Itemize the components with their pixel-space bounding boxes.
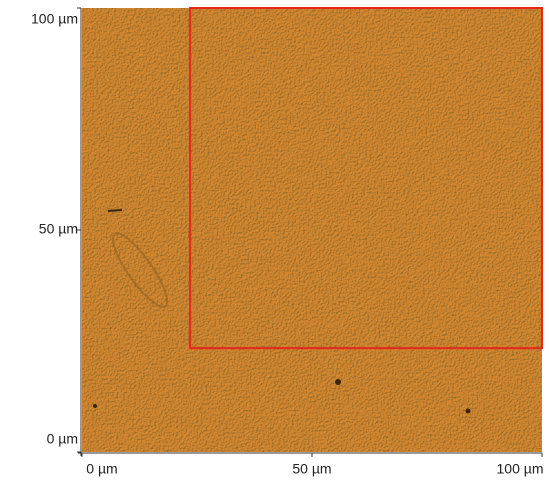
y-tick-label: 100 µm [31, 11, 78, 27]
afm-texture [82, 8, 542, 452]
x-tick-label: 50 µm [292, 461, 331, 477]
y-tick-label: 0 µm [47, 431, 78, 447]
y-tick-label: 50 µm [39, 221, 78, 237]
scan-features [93, 209, 471, 414]
x-tick-label: 0 µm [86, 461, 117, 477]
x-tick-label: 100 µm [497, 461, 544, 477]
selection-region [189, 7, 543, 350]
